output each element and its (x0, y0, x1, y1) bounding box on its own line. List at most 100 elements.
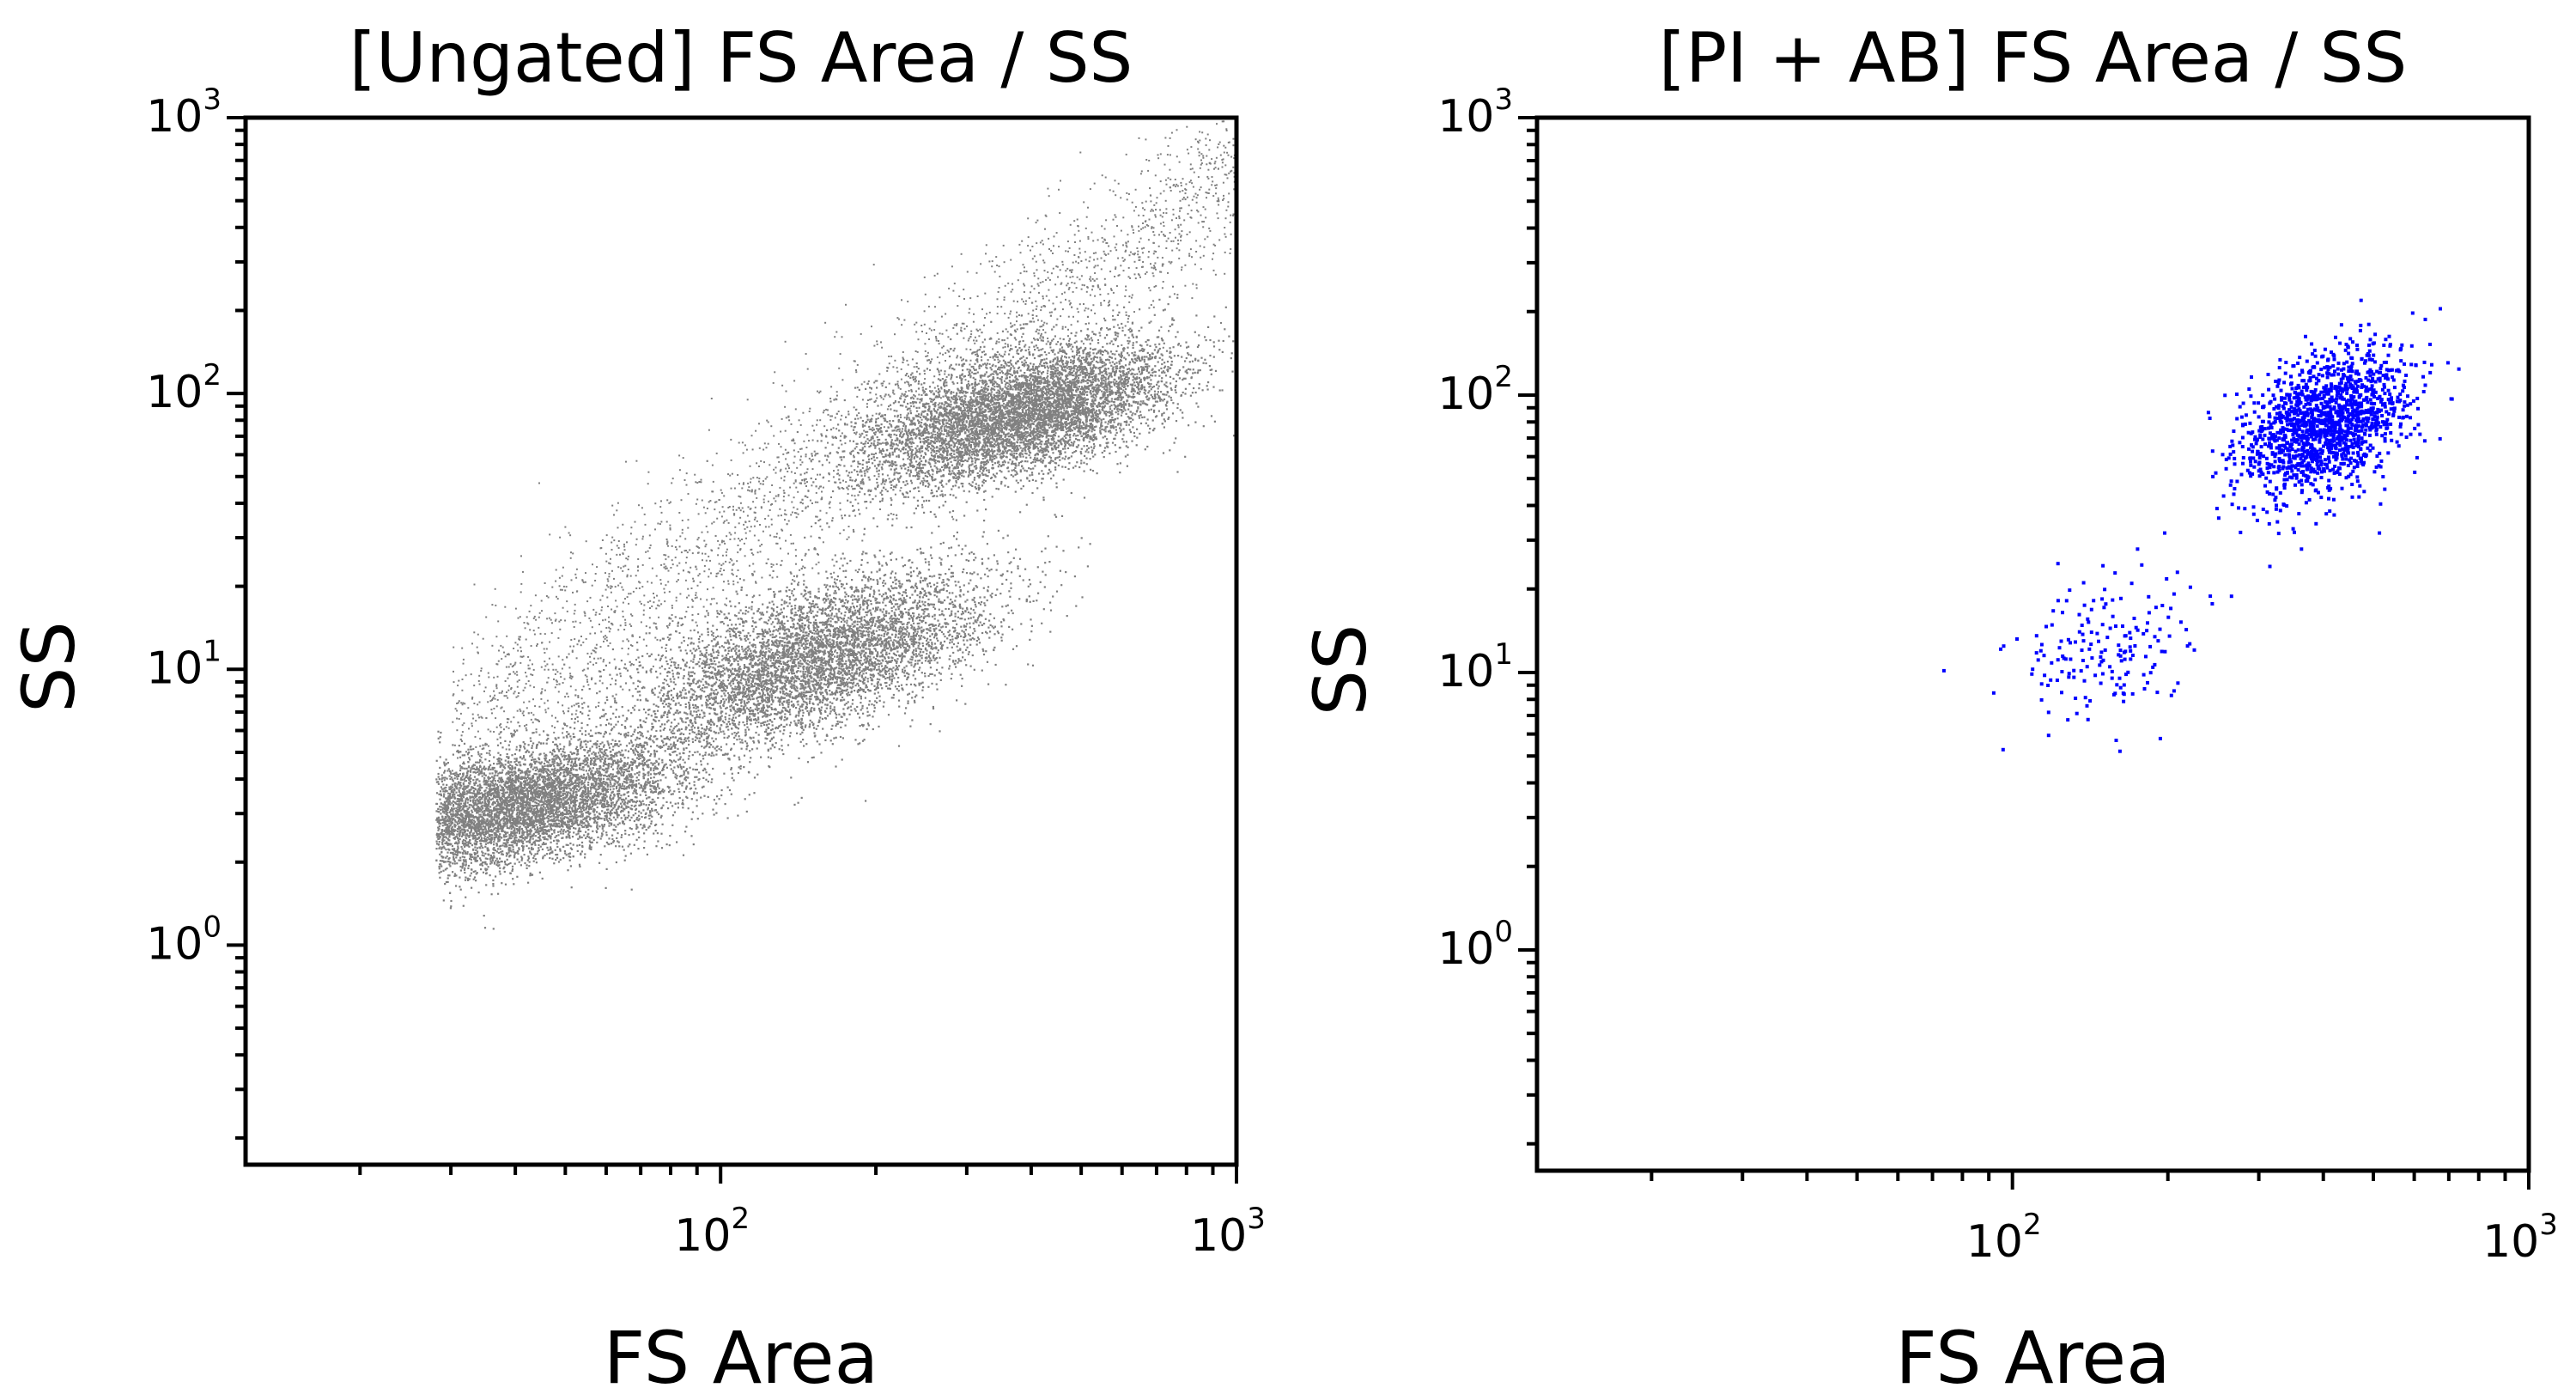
scatter-point (548, 802, 550, 806)
scatter-point (649, 812, 652, 814)
scatter-point (476, 804, 478, 807)
scatter-point (529, 819, 532, 822)
scatter-point (627, 767, 629, 770)
scatter-point (561, 780, 563, 783)
scatter-point (644, 747, 647, 750)
scatter-point (602, 756, 605, 758)
scatter-point (584, 800, 586, 802)
scatter-point (631, 783, 634, 786)
scatter-point (604, 806, 606, 808)
scatter-point (629, 827, 631, 830)
scatter-point (556, 811, 559, 813)
scatter-point (520, 796, 524, 799)
scatter-point (457, 782, 459, 785)
scatter-point (550, 851, 552, 854)
scatter-point (514, 788, 518, 790)
scatter-point (549, 836, 551, 838)
scatter-point (623, 808, 626, 811)
scatter-point (452, 828, 454, 831)
scatter-point (538, 843, 540, 846)
scatter-point (527, 712, 530, 715)
scatter-point (490, 810, 493, 813)
scatter-point (611, 805, 613, 808)
scatter-point (627, 709, 629, 712)
scatter-point (451, 833, 453, 836)
scatter-point (488, 813, 491, 816)
scatter-point (574, 795, 577, 798)
scatter-point (495, 800, 498, 802)
scatter-point (532, 814, 535, 817)
scatter-point (583, 807, 586, 809)
scatter-point (738, 766, 740, 769)
scatter-point (488, 823, 490, 825)
scatter-point (529, 737, 532, 740)
scatter-point (499, 873, 501, 875)
scatter-point (536, 808, 539, 811)
scatter-point (484, 843, 487, 845)
scatter-point (635, 808, 637, 812)
scatter-point (519, 764, 521, 766)
scatter-point (627, 800, 629, 802)
scatter-point (435, 843, 439, 845)
scatter-point (471, 822, 473, 825)
scatter-point (438, 827, 440, 830)
scatter-point (638, 774, 641, 776)
scatter-point (562, 748, 565, 751)
scatter-point (554, 737, 556, 740)
scatter-point (440, 819, 442, 821)
scatter-point (479, 764, 482, 767)
scatter-point (536, 776, 538, 778)
scatter-point (617, 823, 619, 826)
scatter-point (440, 780, 443, 782)
scatter-point (585, 825, 587, 827)
scatter-point (491, 834, 494, 837)
scatter-point (443, 829, 446, 831)
scatter-point (588, 796, 592, 799)
scatter-point (513, 729, 516, 732)
scatter-point (559, 784, 562, 787)
scatter-point (562, 811, 564, 814)
scatter-point (557, 786, 560, 788)
scatter-point (473, 876, 477, 879)
scatter-point (694, 751, 696, 753)
scatter-point (549, 852, 551, 855)
scatter-point (568, 811, 572, 813)
scatter-point (476, 767, 478, 770)
scatter-point (526, 800, 528, 802)
scatter-point (550, 846, 552, 849)
scatter-point (541, 810, 544, 813)
scatter-point (569, 735, 572, 738)
scatter-point (450, 830, 453, 832)
scatter-point (507, 862, 510, 866)
scatter-point (547, 796, 550, 799)
scatter-point (447, 762, 449, 764)
scatter-point (556, 853, 559, 856)
scatter-point (489, 824, 492, 826)
scatter-point (505, 801, 508, 805)
scatter-point (544, 800, 546, 802)
scatter-point (649, 754, 652, 758)
scatter-point (568, 791, 570, 794)
scatter-point (476, 819, 479, 821)
scatter-point (489, 855, 492, 857)
scatter-point (580, 775, 583, 777)
scatter-point (552, 820, 555, 823)
scatter-point (590, 807, 592, 810)
scatter-point (465, 837, 467, 839)
scatter-point (564, 852, 567, 855)
scatter-point (529, 784, 532, 787)
scatter-point (594, 752, 597, 755)
scatter-point (680, 727, 683, 730)
scatter-point (495, 812, 498, 814)
scatter-point (477, 825, 479, 827)
scatter-point (556, 806, 558, 808)
scatter-point (453, 825, 456, 827)
scatter-point (546, 838, 549, 841)
scatter-point (604, 749, 606, 752)
scatter-point (513, 833, 516, 837)
scatter-point (565, 795, 568, 799)
scatter-point (465, 864, 467, 867)
scatter-point (567, 833, 569, 836)
scatter-point (482, 825, 484, 828)
scatter-point (530, 843, 532, 846)
